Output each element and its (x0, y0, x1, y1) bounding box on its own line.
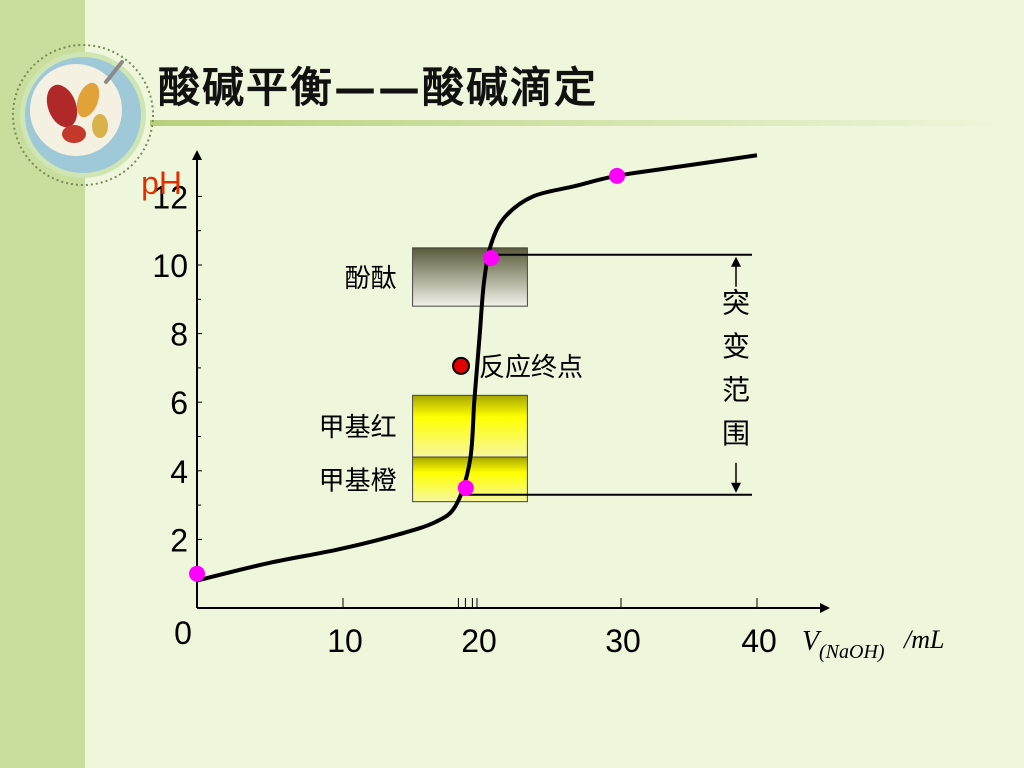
indicator-label: 酚酞 (345, 264, 397, 294)
pills-logo-icon (12, 44, 154, 186)
jump-arrow-up-head (731, 256, 741, 267)
y-tick-label: 10 (152, 248, 188, 284)
titration-curve (196, 153, 758, 583)
indicator-label: 甲基橙 (319, 466, 397, 496)
jump-range-char: 范 (722, 373, 750, 406)
indicator-label: 甲基红 (319, 413, 397, 443)
y-tick-label: 8 (170, 317, 188, 353)
highlight-point (457, 479, 474, 496)
y-tick-label: 4 (170, 454, 188, 490)
slide-title: 酸碱平衡——酸碱滴定 (158, 63, 599, 112)
y-tick-label: 6 (170, 385, 188, 421)
x-axis-arrow (820, 603, 830, 613)
y-axis-arrow (192, 150, 202, 160)
highlight-point (483, 250, 499, 267)
x-tick-label: 20 (461, 623, 497, 659)
y-tick-label: 12 (152, 179, 188, 215)
x-tick-label: 10 (327, 623, 363, 659)
jump-arrow-down-head (731, 482, 741, 493)
jump-range-char: 变 (722, 330, 750, 363)
x-tick-label: 40 (741, 623, 777, 659)
highlight-point (189, 565, 205, 582)
origin-label: 0 (174, 615, 192, 651)
jump-range-char: 围 (722, 417, 750, 450)
highlight-point (609, 167, 625, 184)
jump-range-char: 突 (722, 287, 750, 320)
y-axis-label: pH (141, 165, 182, 201)
title-underline (150, 120, 1024, 126)
x-axis-label-v: V (802, 626, 822, 657)
endpoint-point (452, 356, 470, 375)
y-tick-label: 2 (170, 522, 188, 558)
indicator-box (412, 247, 528, 307)
x-axis-label-unit: /mL (902, 625, 944, 654)
x-tick-label: 30 (605, 623, 641, 659)
x-axis-label-sub: (NaOH) (819, 641, 885, 663)
endpoint-label: 反应终点 (479, 353, 583, 383)
